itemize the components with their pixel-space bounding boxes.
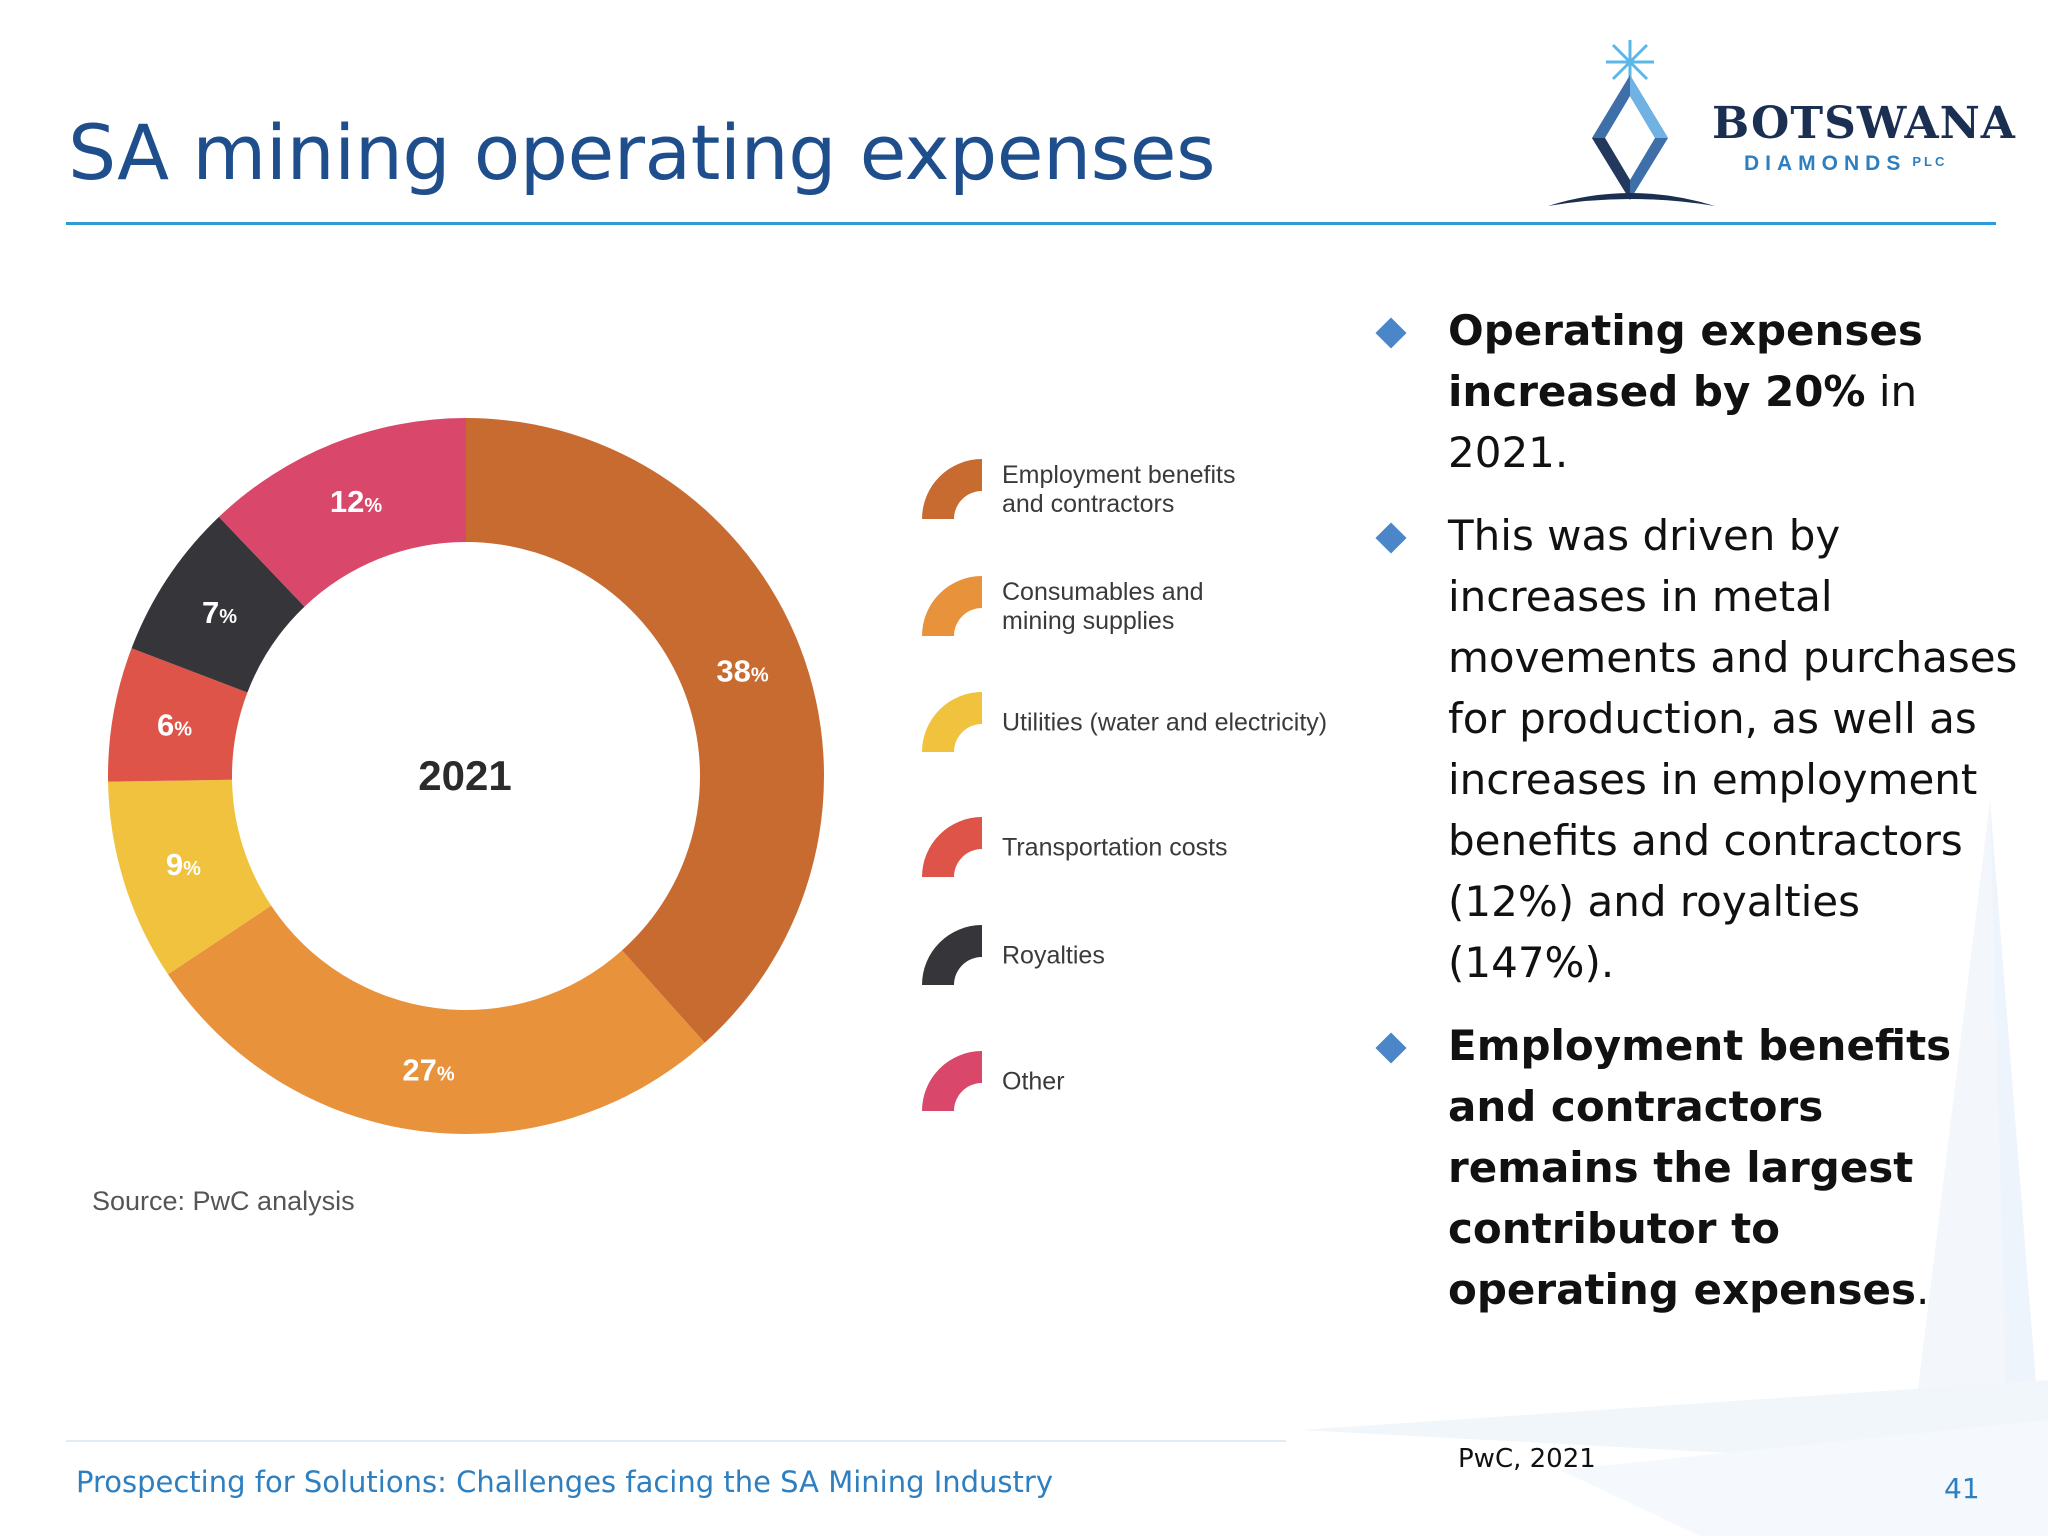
slide-title: SA mining operating expenses	[68, 108, 1216, 197]
legend-swatch-icon	[922, 925, 982, 985]
slice-value-label: 38%	[716, 653, 768, 688]
bullet-text: This was driven by increases in metal mo…	[1448, 511, 2018, 987]
logo-wordmark: BOTSWANA	[1712, 98, 2016, 149]
legend-swatch-icon	[922, 459, 982, 519]
chart-legend: Employment benefits and contractors Consu…	[920, 455, 1380, 1115]
diamond-star-icon	[1548, 40, 1715, 206]
bullet-item: Operating expenses increased by 20% in 2…	[1375, 300, 2020, 483]
bullet-text: in 2021.	[1448, 367, 1918, 477]
bullet-bold-text: Employment benefits and contractors rema…	[1448, 1021, 1952, 1314]
slice-value-label: 9%	[166, 847, 201, 882]
slice-value-label: 7%	[202, 595, 237, 630]
bullet-text: .	[1916, 1265, 1930, 1314]
legend-swatch-icon	[922, 817, 982, 877]
legend-item: Utilities (water and electricity)	[920, 688, 1380, 758]
chart-source: Source: PwC analysis	[92, 1186, 355, 1216]
legend-swatch-icon	[922, 576, 982, 636]
slice-value-label: 6%	[157, 708, 192, 743]
donut-slice	[218, 418, 466, 607]
bullet-item: Employment benefits and contractors rema…	[1375, 1015, 2020, 1320]
slice-value-label: 12%	[330, 484, 382, 519]
legend-item: Employment benefits and contractors	[920, 455, 1380, 525]
bullet-item: This was driven by increases in metal mo…	[1375, 505, 2020, 993]
legend-swatch-icon	[922, 1051, 982, 1111]
footer-title: Prospecting for Solutions: Challenges fa…	[76, 1465, 1053, 1499]
legend-item: Royalties	[920, 921, 1380, 991]
donut-slice	[466, 418, 825, 1043]
diamond-bullet-icon	[1375, 522, 1407, 554]
page-number: 41	[1944, 1472, 1980, 1505]
donut-slice	[131, 516, 305, 693]
donut-slice	[108, 648, 248, 782]
legend-item: Transportation costs	[920, 813, 1380, 883]
legend-label: Employment benefits and contractors	[1002, 461, 1236, 518]
legend-label: Other	[1002, 1067, 1065, 1096]
bullet-bold-text: Operating expenses increased by 20%	[1448, 306, 1923, 416]
botswana-diamonds-logo: BOTSWANA DIAMONDS PLC	[1540, 30, 2015, 215]
diamond-bullet-icon	[1375, 1032, 1407, 1064]
footer-divider	[66, 1440, 1286, 1442]
legend-label: Royalties	[1002, 941, 1105, 970]
logo-plc: PLC	[1912, 154, 1948, 169]
legend-label: Transportation costs	[1002, 833, 1228, 862]
logo-subtitle: DIAMONDS PLC	[1744, 152, 1947, 176]
bullet-list: Operating expenses increased by 20% in 2…	[1375, 300, 2020, 1342]
donut-slice	[108, 779, 272, 975]
donut-chart: 38% 27% 9% 6% 7% 12%	[108, 418, 825, 1134]
slice-value-label: 27%	[402, 1053, 454, 1088]
legend-swatch-icon	[922, 692, 982, 752]
logo-sub-text: DIAMONDS	[1744, 152, 1907, 175]
footer-citation: PwC, 2021	[1458, 1444, 1596, 1474]
legend-label: Consumables and mining supplies	[1002, 578, 1204, 635]
title-divider	[66, 222, 1996, 225]
donut-center-label: 2021	[418, 752, 512, 799]
legend-label: Utilities (water and electricity)	[1002, 708, 1328, 737]
diamond-bullet-icon	[1375, 317, 1407, 349]
legend-item: Consumables and mining supplies	[920, 572, 1380, 642]
donut-slice	[167, 905, 705, 1134]
legend-item: Other	[920, 1047, 1380, 1117]
